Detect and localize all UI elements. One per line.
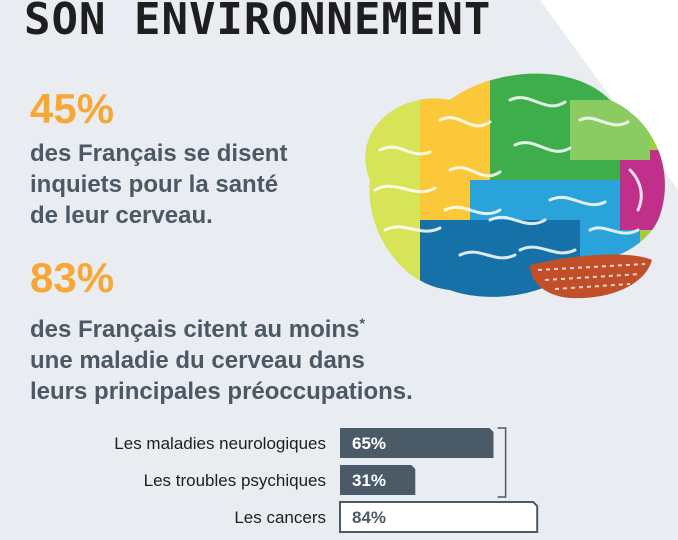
stat-83-line: une maladie du cerveau dans <box>30 347 365 374</box>
stat-45-line: inquiets pour la santé <box>30 171 279 198</box>
bar <box>340 428 494 458</box>
stat-45-line: de leur cerveau. <box>30 202 213 229</box>
value-label: 31% <box>352 471 386 490</box>
brain-illustration <box>365 73 665 299</box>
category-label: Les troubles psychiques <box>144 471 326 490</box>
value-label: 65% <box>352 434 386 453</box>
stat-83-value: 83% <box>30 254 115 301</box>
group-bracket <box>497 427 507 498</box>
stat-83-line: leurs principales préoccupations. <box>30 378 413 405</box>
value-label: 84% <box>352 508 386 527</box>
stat-45-line: des Français se disent <box>30 140 288 167</box>
category-label: Les cancers <box>234 508 326 527</box>
preoccupations-bar-chart: Les maladies neurologiques 65% Les trouble… <box>114 427 539 533</box>
page-title: SON ENVIRONNEMENT <box>24 0 492 45</box>
stat-45-value: 45% <box>30 85 115 132</box>
stat-83-description: des Français citent au moins* une maladi… <box>30 308 413 407</box>
stat-45-description: des Français se disent inquiets pour la … <box>30 138 287 231</box>
bar <box>340 465 416 495</box>
footnote-mark: * <box>359 315 365 331</box>
stat-83-line: des Français citent au moins* <box>30 315 365 343</box>
bar <box>339 501 539 533</box>
category-label: Les maladies neurologiques <box>114 434 326 453</box>
